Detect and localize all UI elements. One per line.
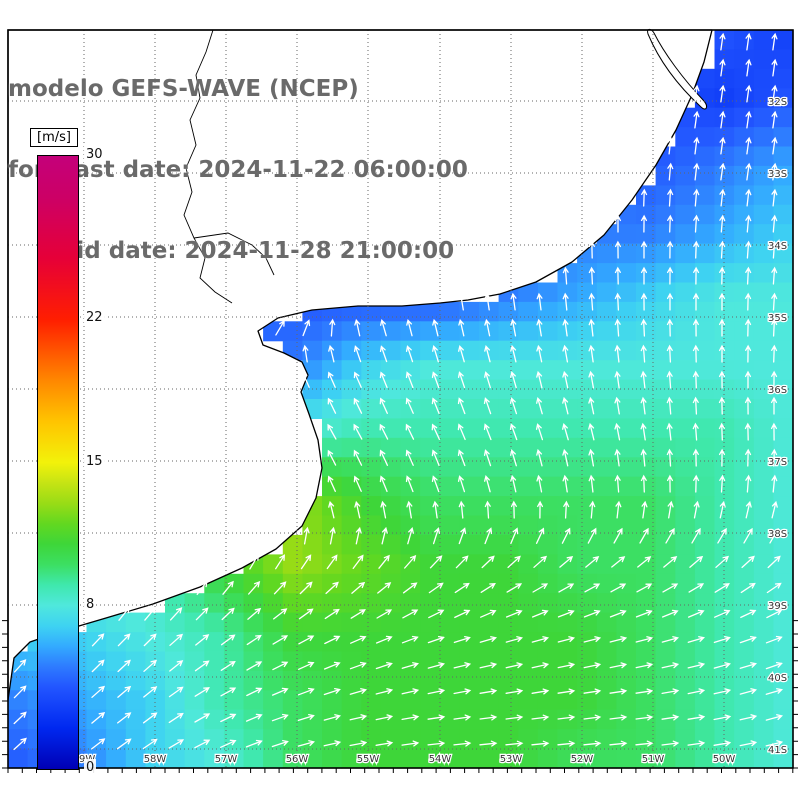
lon-label: 58W <box>144 754 167 765</box>
lat-label: 36S <box>768 385 787 396</box>
map-frame <box>7 29 794 769</box>
ocean-speed-cells <box>8 30 794 769</box>
colorbar-tick: 0 <box>84 759 97 776</box>
lat-label: 38S <box>768 529 787 540</box>
colorbar-tick: 8 <box>84 595 97 613</box>
colorbar-gradient <box>37 155 79 770</box>
lat-label: 32S <box>768 97 787 108</box>
lat-label: 37S <box>768 457 787 468</box>
lon-label: 50W <box>713 754 736 765</box>
lon-label: 56W <box>286 754 309 765</box>
lon-label: 54W <box>429 754 452 765</box>
colorbar-tick: 22 <box>84 309 105 327</box>
model-title: modelo GEFS-WAVE (NCEP) <box>8 76 359 102</box>
lat-label: 33S <box>768 169 787 180</box>
lon-label: 55W <box>357 754 380 765</box>
lon-label: 52W <box>571 754 594 765</box>
lat-label: 41S <box>768 745 787 756</box>
axis-minor-ticks <box>2 620 798 773</box>
lon-label: 51W <box>642 754 665 765</box>
graticule <box>8 30 793 768</box>
lat-label: 34S <box>768 241 787 252</box>
colorbar-unit-label: [m/s] <box>30 128 78 147</box>
political-border <box>183 29 233 304</box>
colorbar-tick: 30 <box>84 146 105 163</box>
lat-labels: 32S 33S 34S 35S 36S 37S 38S 39S 40S 41S <box>767 96 789 758</box>
wind-arrows <box>13 32 784 751</box>
lat-label: 39S <box>768 601 787 612</box>
lon-label: 57W <box>215 754 238 765</box>
lon-label: 53W <box>500 754 523 765</box>
colorbar-tick: 15 <box>84 452 105 470</box>
map-title-block: modelo GEFS-WAVE (NCEP) forecast date: 2… <box>8 22 468 319</box>
lat-label: 40S <box>768 673 787 684</box>
colorbar: [m/s] 30 22 15 8 0 <box>28 128 138 788</box>
lat-label: 35S <box>768 313 787 324</box>
